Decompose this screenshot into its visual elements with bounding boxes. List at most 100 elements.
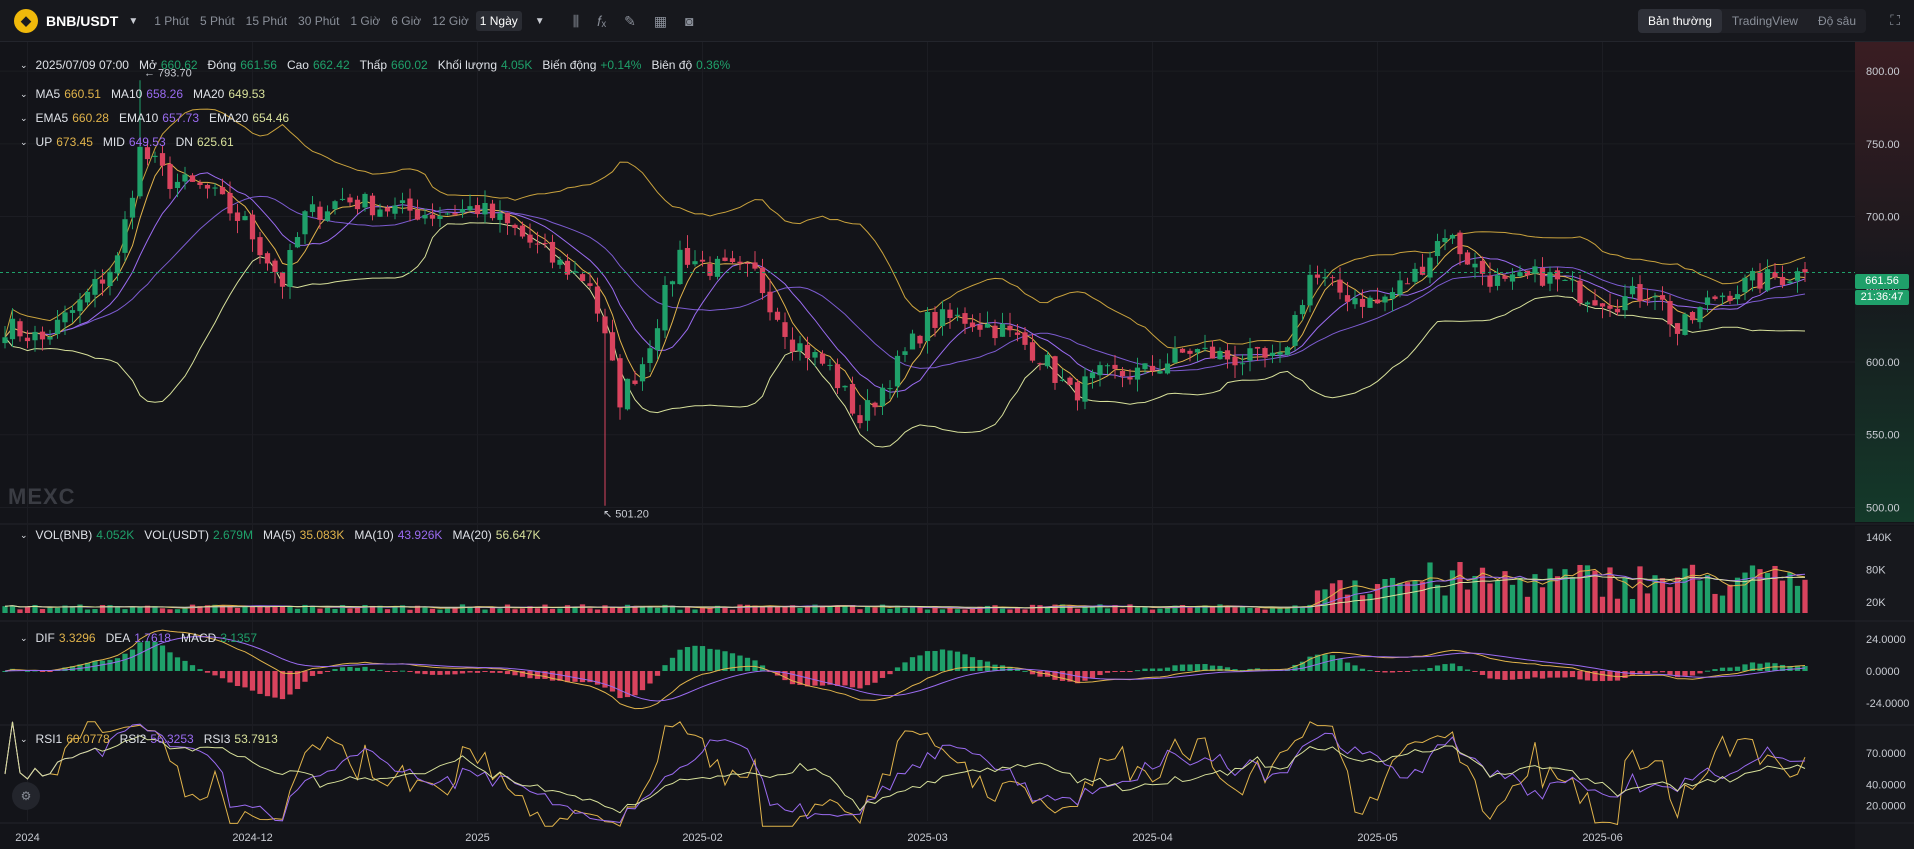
macd-hist-63 <box>474 671 481 673</box>
candle-body-162 <box>1217 350 1223 360</box>
ema-key-2: EMA20 <box>209 111 249 125</box>
collapse-volume-icon[interactable]: ⌄ <box>20 529 28 540</box>
candle-body-12 <box>92 278 98 295</box>
macd-hist-185 <box>1389 671 1396 673</box>
macd-hist-121 <box>909 657 916 671</box>
macd-hist-232 <box>1742 664 1748 671</box>
macd-hist-118 <box>887 671 893 675</box>
volume-bar-60 <box>452 607 458 613</box>
candle-body-233 <box>1749 270 1756 281</box>
candle-body-69 <box>519 225 526 237</box>
timeframe-2[interactable]: 15 Phút <box>245 14 288 28</box>
volume-bar-104 <box>782 606 788 613</box>
timeframe-active[interactable]: 1 Ngày <box>475 11 522 31</box>
layout-icon[interactable]: ▦ <box>653 12 668 29</box>
candle-body-107 <box>804 344 811 359</box>
macd-hist-3 <box>24 670 31 672</box>
ohlc-key-5: Biến động <box>542 58 597 72</box>
candle-body-163 <box>1224 350 1231 360</box>
collapse-ma-icon[interactable]: ⌄ <box>20 88 28 99</box>
collapse-boll-icon[interactable]: ⌄ <box>20 136 28 147</box>
vol-value-3: 43.926K <box>397 528 443 542</box>
candle-body-185 <box>1389 292 1396 299</box>
volume-tick-2: 20K <box>1866 597 1886 609</box>
candle-body-239 <box>1794 271 1801 281</box>
candle-body-86 <box>647 348 653 364</box>
view-depth-button[interactable]: Độ sâu <box>1817 14 1856 28</box>
volume-bar-57 <box>429 608 436 613</box>
macd-hist-197 <box>1479 671 1486 675</box>
macd-hist-182 <box>1367 670 1373 672</box>
macd-hist-11 <box>84 662 91 671</box>
macd-hist-91 <box>684 647 691 671</box>
candle-body-236 <box>1772 271 1778 278</box>
candle-body-42 <box>317 206 323 220</box>
macd-hist-37 <box>279 671 286 700</box>
candle-body-130 <box>977 324 983 330</box>
view-tradingview-button[interactable]: TradingView <box>1731 14 1798 28</box>
pair-dropdown-icon[interactable]: ▼ <box>128 15 139 27</box>
ema-key-1: EMA10 <box>118 111 159 125</box>
candle-body-159 <box>1194 348 1201 353</box>
camera-icon[interactable]: ◙ <box>685 13 694 29</box>
collapse-ema-icon[interactable]: ⌄ <box>20 112 28 123</box>
macd-hist-162 <box>1217 665 1223 671</box>
candle-body-20 <box>152 155 158 158</box>
price-tick-2: 700.00 <box>1866 212 1900 224</box>
candle-body-50 <box>377 209 383 217</box>
macd-hist-64 <box>482 671 488 672</box>
volume-legend: ⌄ VOL(BNB) 4.052K VOL(USDT) 2.679M MA(5) 35.0… <box>20 528 551 542</box>
candle-body-225 <box>1689 312 1696 321</box>
candle-body-97 <box>729 258 736 263</box>
candle-body-82 <box>617 358 623 408</box>
candle-body-160 <box>1202 347 1208 349</box>
candle-body-38 <box>287 250 293 287</box>
candle-body-129 <box>969 322 976 328</box>
volume-bar-44 <box>332 608 338 613</box>
candlestick-chart[interactable]: 800.00750.00700.00650.00600.00550.00500.… <box>0 42 1914 849</box>
timeframe-1[interactable]: 5 Phút <box>199 14 235 28</box>
candle-type-icon[interactable]: ⫼ <box>572 12 580 29</box>
macd-hist-85 <box>639 671 646 691</box>
indicator-settings-icon[interactable]: ⚙ <box>12 782 40 810</box>
rsi-key-2: RSI3 <box>203 732 231 746</box>
volume-bar-91 <box>684 606 691 613</box>
macd-hist-226 <box>1697 671 1703 674</box>
volume-bar-209 <box>1569 577 1576 613</box>
candle-body-152 <box>1142 363 1148 370</box>
macd-hist-13 <box>99 660 106 671</box>
timeframe-6[interactable]: 12 Giờ <box>432 14 469 28</box>
ohlc-key-4: Khối lượng <box>437 58 497 72</box>
timeframe-3[interactable]: 30 Phút <box>298 14 340 28</box>
volume-bar-207 <box>1554 576 1561 613</box>
timeframe-5[interactable]: 6 Giờ <box>391 14 422 28</box>
timeframe-4[interactable]: 1 Giờ <box>350 14 381 28</box>
ohlc-value-6: 0.36% <box>696 58 731 72</box>
volume-bar-22 <box>167 609 173 613</box>
collapse-macd-icon[interactable]: ⌄ <box>20 632 28 643</box>
macd-hist-228 <box>1712 669 1718 671</box>
low-annotation: ↖ 501.20 <box>603 509 649 521</box>
ma-value-0: 660.51 <box>64 87 101 101</box>
volume-bar-64 <box>482 609 488 613</box>
view-standard-button[interactable]: Bản thường <box>1637 9 1722 33</box>
collapse-rsi-icon[interactable]: ⌄ <box>20 733 28 744</box>
macd-hist-215 <box>1614 671 1621 681</box>
candle-body-37 <box>279 272 286 287</box>
volume-bar-117 <box>879 604 886 613</box>
timeframe-dropdown-icon[interactable]: ▼ <box>534 15 545 27</box>
candle-body-151 <box>1134 367 1141 380</box>
macd-hist-138 <box>1037 671 1043 677</box>
volume-bar-29 <box>219 605 226 613</box>
draw-icon[interactable]: ✎ <box>624 12 636 29</box>
macd-hist-96 <box>722 651 728 671</box>
volume-bar-237 <box>1779 580 1786 613</box>
indicator-icon[interactable]: 𝑓ₓ <box>597 12 607 29</box>
candle-body-110 <box>827 364 833 366</box>
timeframe-0[interactable]: 1 Phút <box>154 14 189 28</box>
macd-hist-219 <box>1644 671 1651 674</box>
pair-name[interactable]: BNB/USDT <box>46 13 119 29</box>
fullscreen-icon[interactable]: ⛶ <box>1890 12 1900 28</box>
collapse-ohlc-icon[interactable]: ⌄ <box>20 59 28 70</box>
volume-bar-138 <box>1037 605 1043 613</box>
